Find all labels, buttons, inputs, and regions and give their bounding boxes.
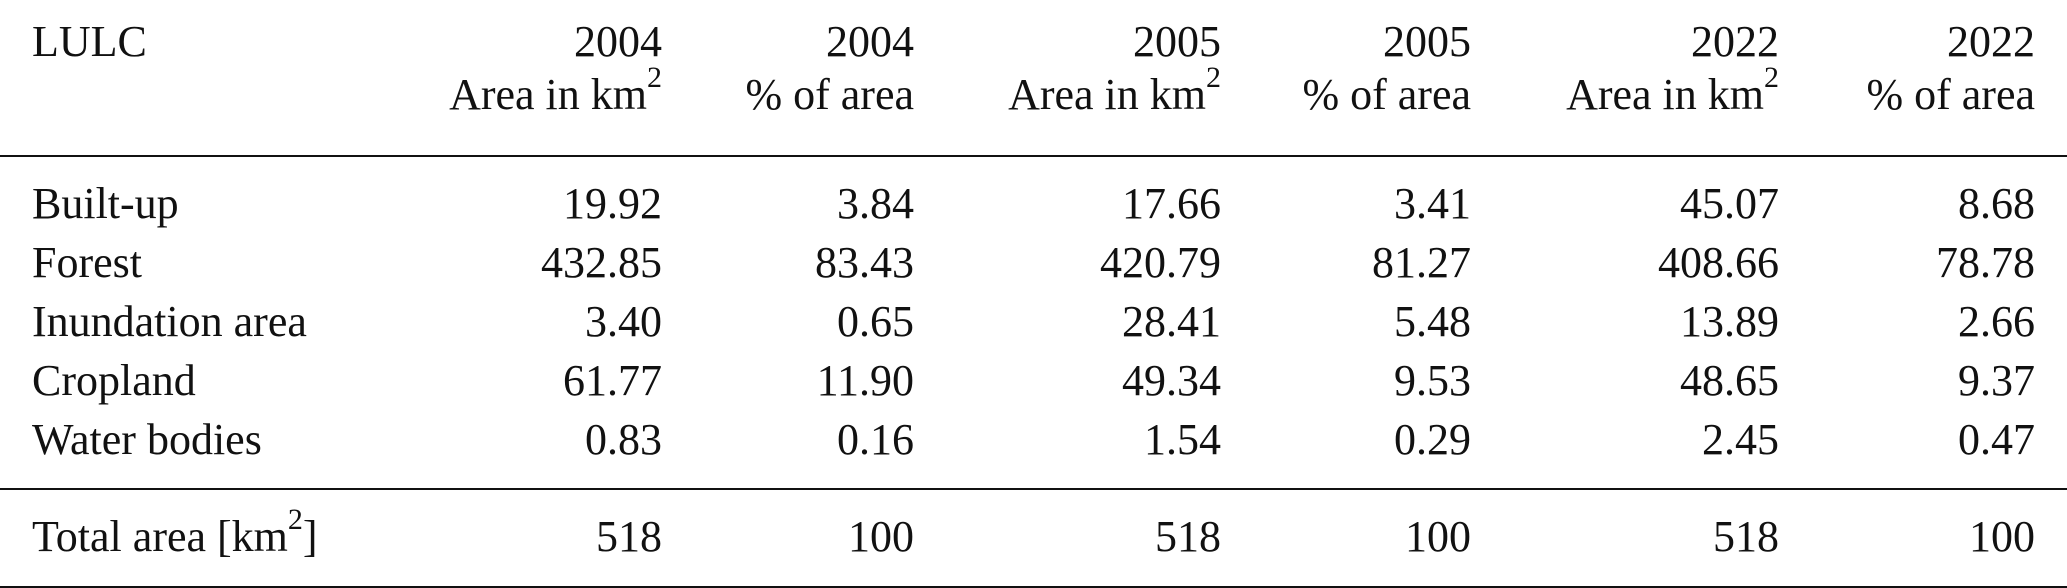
table-row: Built-up 19.92 3.84 17.66 3.41 45.07 8.68	[0, 156, 2067, 234]
total-label-sup: 2	[287, 503, 303, 537]
cell-2005-area: 17.66	[1122, 178, 1221, 228]
unit-area-text: Area in km	[449, 69, 647, 119]
cell-2005-pct: 5.48	[1394, 296, 1471, 346]
table-row: Cropland 61.77 11.90 49.34 9.53 48.65 9.37	[0, 352, 2067, 411]
cell-2022-pct: 78.78	[1936, 237, 2035, 287]
cell-2022-area: 48.65	[1680, 355, 1779, 405]
header-year-2022-pct: 2022	[1947, 17, 2035, 66]
header-unit-pct-2005: % of area	[1221, 68, 1471, 157]
table-header: LULC 2004 2004 2005 2005 2022 2022 Area …	[0, 0, 2067, 157]
total-label-suffix: ]	[302, 512, 318, 562]
cell-2005-pct: 0.29	[1221, 410, 1471, 490]
header-year-2004-pct: 2004	[826, 17, 914, 66]
cell-2022-pct: 8.68	[1958, 178, 2035, 228]
table-total: Total area [km2] 518 100 518 100 518 100	[0, 488, 2067, 588]
total-2022-area: 518	[1471, 488, 1779, 588]
cell-2022-area: 408.66	[1658, 237, 1779, 287]
cell-2004-pct: 0.16	[662, 410, 914, 490]
cell-2004-area: 3.40	[585, 296, 662, 346]
cell-2005-pct: 3.41	[1394, 178, 1471, 228]
unit-area-text: Area in km	[1008, 69, 1206, 119]
cell-lulc: Cropland	[32, 355, 196, 405]
cell-2022-pct: 0.47	[1779, 410, 2067, 490]
cell-2005-pct: 9.53	[1394, 355, 1471, 405]
cell-2022-area: 13.89	[1680, 296, 1779, 346]
unit-area-sup: 2	[647, 60, 662, 94]
cell-lulc: Water bodies	[0, 410, 400, 490]
cell-2004-pct: 0.65	[837, 296, 914, 346]
cell-lulc: Built-up	[32, 178, 179, 228]
total-label: Total area [km2]	[0, 488, 400, 588]
header-year-2005-pct: 2005	[1383, 17, 1471, 66]
cell-2005-area: 420.79	[1100, 237, 1221, 287]
header-year-2004-area: 2004	[574, 17, 662, 66]
total-label-text: Total area [km	[32, 512, 288, 562]
total-2005-area: 518	[914, 488, 1221, 588]
table-row: Inundation area 3.40 0.65 28.41 5.48 13.89 2.6…	[0, 293, 2067, 352]
header-units-empty	[0, 68, 400, 157]
table-row: Water bodies 0.83 0.16 1.54 0.29 2.45 0.47	[0, 410, 2067, 490]
total-2004-pct: 100	[662, 488, 914, 588]
cell-2004-area: 61.77	[563, 355, 662, 405]
unit-area-sup: 2	[1764, 60, 1779, 94]
unit-area-text: Area in km	[1566, 69, 1764, 119]
cell-2004-area: 19.92	[563, 178, 662, 228]
header-unit-area-2022: Area in km2	[1471, 62, 1779, 157]
cell-2004-pct: 11.90	[816, 355, 914, 405]
cell-2022-area: 2.45	[1471, 410, 1779, 490]
total-2022-pct: 100	[1779, 488, 2067, 588]
header-row-units: Area in km2 % of area Area in km2 % of a…	[0, 62, 2067, 157]
cell-2004-area: 432.85	[541, 237, 662, 287]
cell-lulc: Inundation area	[32, 296, 307, 346]
cell-2005-pct: 81.27	[1372, 237, 1471, 287]
header-lulc: LULC	[32, 17, 147, 66]
header-unit-area-2004: Area in km2	[400, 62, 662, 157]
table-row: Forest 432.85 83.43 420.79 81.27 408.66 78.78	[0, 234, 2067, 293]
cell-2022-area: 45.07	[1680, 178, 1779, 228]
cell-2005-area: 49.34	[1122, 355, 1221, 405]
header-year-2005-area: 2005	[1133, 17, 1221, 66]
total-2005-pct: 100	[1221, 488, 1471, 588]
header-year-2022-area: 2022	[1691, 17, 1779, 66]
unit-area-sup: 2	[1206, 60, 1221, 94]
header-unit-area-2005: Area in km2	[914, 62, 1221, 157]
cell-2005-area: 1.54	[914, 410, 1221, 490]
cell-2004-pct: 83.43	[815, 237, 914, 287]
cell-2022-pct: 2.66	[1958, 296, 2035, 346]
header-unit-pct-2004: % of area	[662, 68, 914, 157]
cell-lulc: Forest	[32, 237, 142, 287]
cell-2004-area: 0.83	[400, 410, 662, 490]
total-2004-area: 518	[400, 488, 662, 588]
cell-2004-pct: 3.84	[837, 178, 914, 228]
cell-2005-area: 28.41	[1122, 296, 1221, 346]
table-body: Built-up 19.92 3.84 17.66 3.41 45.07 8.68 Fores…	[0, 156, 2067, 490]
cell-2022-pct: 9.37	[1958, 355, 2035, 405]
header-unit-pct-2022: % of area	[1779, 68, 2067, 157]
total-row: Total area [km2] 518 100 518 100 518 100	[0, 488, 2067, 588]
header-row-years: LULC 2004 2004 2005 2005 2022 2022	[0, 0, 2067, 69]
